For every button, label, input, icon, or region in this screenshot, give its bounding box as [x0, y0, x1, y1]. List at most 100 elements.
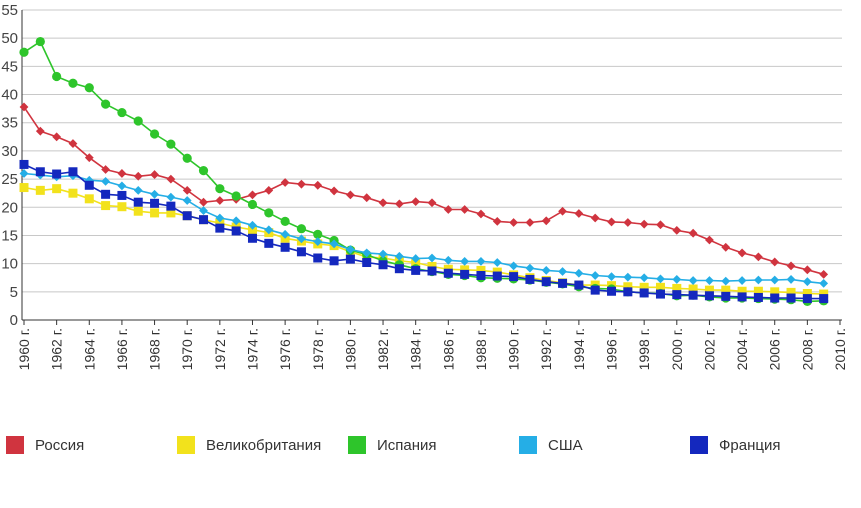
- x-tick-label: 1962 г.: [49, 328, 65, 370]
- data-point: [101, 201, 111, 211]
- data-point: [656, 220, 665, 230]
- data-point: [819, 289, 829, 299]
- data-point: [68, 167, 78, 177]
- data-point: [525, 263, 535, 273]
- data-point: [19, 47, 29, 57]
- x-tick-label: 1982 г.: [375, 328, 391, 370]
- data-point: [133, 171, 143, 181]
- data-point: [623, 282, 633, 292]
- x-tick-label: 1996 г.: [604, 328, 620, 370]
- data-point: [460, 256, 470, 266]
- data-point: [215, 184, 225, 194]
- data-point: [247, 225, 257, 235]
- data-point: [770, 275, 780, 285]
- legend-item-france[interactable]: Франция: [690, 430, 780, 460]
- data-point: [313, 180, 323, 190]
- data-point: [150, 170, 159, 179]
- data-point: [607, 272, 616, 281]
- data-point: [362, 258, 372, 268]
- series-2: [19, 36, 829, 306]
- data-point: [639, 273, 649, 283]
- data-point: [329, 239, 339, 249]
- y-tick-label: 10: [1, 256, 18, 273]
- data-point: [117, 202, 127, 212]
- data-point: [182, 211, 192, 221]
- data-point: [476, 209, 486, 219]
- data-point: [150, 189, 159, 199]
- x-tick-label: 1984 г.: [408, 328, 424, 370]
- data-point: [427, 198, 437, 208]
- data-point: [117, 107, 127, 118]
- data-point: [117, 190, 127, 200]
- data-point: [166, 201, 176, 211]
- data-point: [427, 261, 437, 271]
- data-point: [133, 116, 143, 126]
- data-point: [721, 285, 731, 295]
- data-point: [378, 198, 388, 208]
- data-point: [639, 282, 649, 292]
- y-tick-label: 40: [1, 87, 18, 104]
- data-point: [623, 218, 633, 227]
- data-point: [182, 153, 192, 163]
- data-point: [231, 226, 241, 236]
- data-point: [19, 102, 29, 112]
- data-point: [182, 196, 192, 205]
- data-point: [182, 185, 192, 195]
- data-point: [607, 217, 616, 227]
- legend-item-uk[interactable]: Великобритания: [177, 430, 321, 460]
- x-tick-labels: 1960 г. 1962 г. 1964 г. 1966 г. 1968 г. 1970 …: [16, 328, 848, 370]
- data-point: [558, 267, 567, 276]
- x-tick-label: 1998 г.: [636, 328, 652, 370]
- y-tick-label: 50: [1, 30, 18, 47]
- data-point: [19, 169, 29, 178]
- legend-item-usa[interactable]: США: [519, 430, 583, 460]
- data-point: [149, 129, 160, 139]
- data-point: [166, 192, 176, 202]
- data-point: [215, 218, 225, 228]
- data-point: [280, 178, 290, 187]
- data-point: [721, 291, 731, 301]
- data-point: [296, 224, 307, 234]
- data-point: [443, 255, 453, 265]
- series-line: [23, 106, 824, 276]
- data-point: [737, 276, 747, 285]
- data-point: [476, 256, 486, 266]
- data-point: [345, 254, 355, 264]
- x-tick-label: 1970 г.: [179, 328, 195, 370]
- series-0: [19, 102, 829, 279]
- data-point: [443, 268, 453, 278]
- y-tick-labels: 0 5 10 15 20 25 30 35 40 45 50 55: [1, 2, 18, 329]
- x-tick-label: 1992 г.: [538, 328, 554, 370]
- data-point: [623, 287, 633, 297]
- legend-item-spain[interactable]: Испания: [348, 430, 437, 460]
- data-point: [133, 206, 143, 216]
- series-line: [23, 163, 824, 300]
- data-point: [786, 275, 796, 284]
- legend-item-russia[interactable]: Россия: [6, 430, 84, 460]
- data-point: [297, 234, 306, 244]
- data-point: [656, 274, 665, 284]
- data-point: [574, 209, 584, 218]
- data-point: [215, 223, 225, 233]
- data-point: [264, 238, 274, 248]
- data-point: [427, 266, 437, 276]
- y-tick-label: 30: [1, 143, 18, 160]
- legend-label-france: Франция: [719, 436, 781, 454]
- data-point: [101, 189, 111, 199]
- x-tick-label: 1966 г.: [114, 328, 130, 370]
- data-point: [297, 179, 306, 189]
- data-point: [770, 257, 780, 267]
- data-point: [754, 275, 763, 285]
- data-point: [655, 282, 665, 292]
- data-point: [264, 208, 274, 218]
- gridlines: [22, 9, 842, 293]
- data-point: [737, 248, 747, 258]
- y-tick-label: 25: [1, 171, 18, 188]
- data-point: [362, 193, 372, 203]
- x-tick-label: 2008 г.: [799, 328, 815, 370]
- data-point: [802, 289, 812, 299]
- data-point: [329, 186, 339, 196]
- data-point: [313, 229, 323, 239]
- x-tick-label: 1960 г.: [16, 328, 32, 370]
- data-point: [705, 235, 714, 245]
